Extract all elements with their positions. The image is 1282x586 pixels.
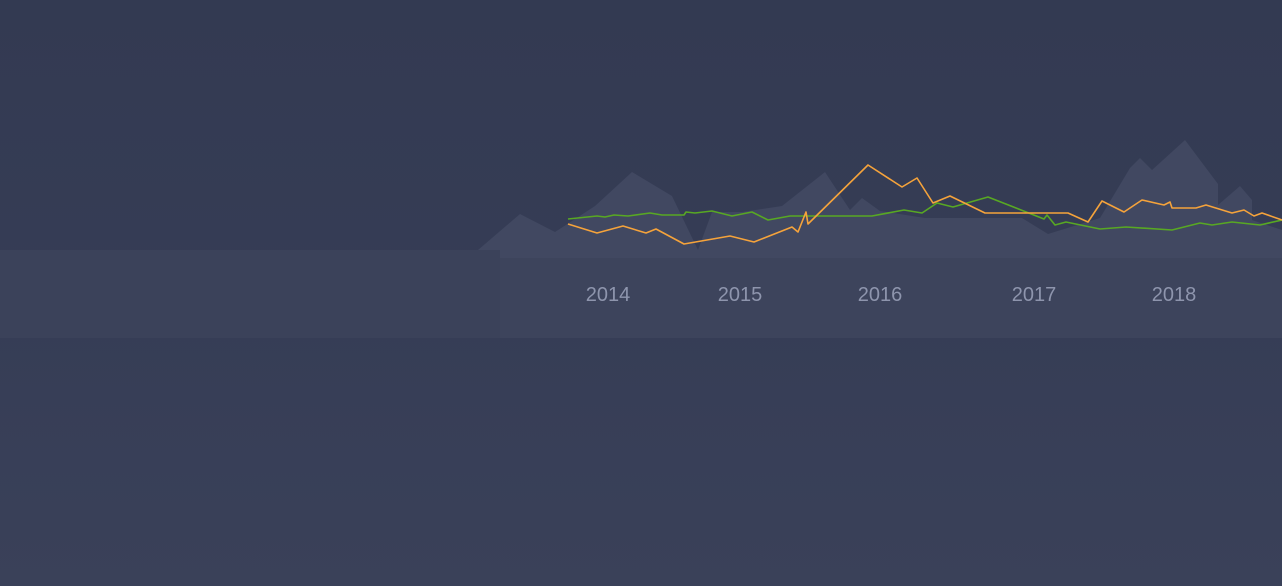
series-line-orange <box>567 164 1282 245</box>
x-tick-label-2014: 2014 <box>586 284 631 306</box>
x-tick-label-2018: 2018 <box>1152 284 1197 306</box>
x-tick-label-2016: 2016 <box>858 284 903 306</box>
series-lines <box>567 164 1282 245</box>
lower-band <box>0 250 500 338</box>
x-tick-label-2015: 2015 <box>718 284 763 306</box>
axis-band <box>500 258 1282 338</box>
x-axis-ticks: 2014 2015 2016 2017 2018 <box>586 284 1197 306</box>
series-line-green <box>567 196 1282 231</box>
x-tick-label-2017: 2017 <box>1012 284 1057 306</box>
